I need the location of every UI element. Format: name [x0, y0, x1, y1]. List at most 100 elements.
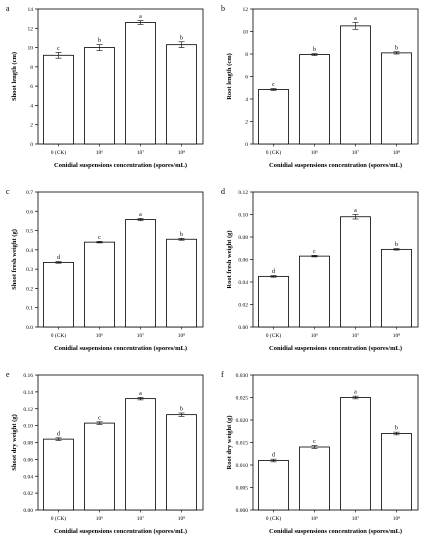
x-axis-title: Conidial suspensions concentration (spor… [54, 528, 187, 535]
bar [43, 54, 74, 145]
y-tick-label: 6 [245, 75, 248, 81]
y-tick-label: 0.010 [236, 463, 249, 469]
y-tick-label: 0.015 [236, 441, 249, 447]
y-tick-label: 0.02 [23, 491, 33, 497]
bar [125, 398, 156, 511]
y-tick-label: 0 [30, 142, 33, 148]
bar [43, 438, 74, 511]
x-tick-label: 10⁶ [96, 516, 104, 522]
bar [381, 433, 412, 511]
y-tick-label: 0.5 [26, 229, 33, 235]
significance-letter: c [272, 82, 275, 88]
significance-letter: d [272, 269, 275, 275]
y-tick-label: 0.04 [238, 280, 248, 286]
y-tick-label: 12 [28, 26, 34, 32]
y-tick-label: 0.7 [26, 190, 33, 196]
bar [299, 255, 330, 328]
y-tick-label: 0.06 [238, 258, 248, 264]
bar [258, 275, 289, 328]
significance-letter: a [139, 391, 142, 397]
y-tick-label: 0.14 [23, 390, 33, 396]
significance-letter: a [139, 14, 142, 20]
y-tick-label: 0.3 [26, 267, 33, 273]
y-tick-label: 0.10 [238, 213, 248, 219]
y-tick-label: 0.025 [236, 396, 249, 402]
y-tick-label: 0.030 [236, 373, 249, 379]
y-tick-label: 0.005 [236, 486, 249, 492]
y-tick-label: 0.12 [238, 190, 248, 196]
y-tick-label: 0.000 [236, 508, 249, 514]
y-tick-label: 0.08 [23, 441, 33, 447]
bar [43, 261, 74, 328]
significance-letter: d [57, 255, 60, 261]
significance-letter: c [313, 249, 316, 255]
y-tick-label: 8 [245, 52, 248, 58]
bar [258, 89, 289, 145]
x-tick-label: 10⁷ [352, 150, 360, 156]
bar [381, 52, 412, 145]
y-tick-label: 14 [28, 7, 34, 13]
y-axis-title: Shoot length (cm) [11, 52, 18, 101]
bar [340, 397, 371, 511]
x-tick-label: 10⁶ [311, 333, 319, 339]
y-tick-label: 0.10 [23, 424, 33, 430]
x-tick-label: 0 (CK) [51, 149, 67, 156]
bar [166, 238, 197, 328]
bar [166, 414, 197, 511]
bar [299, 446, 330, 511]
panel-letter: d [221, 187, 225, 196]
y-tick-label: 12 [243, 7, 249, 13]
y-tick-label: 6 [30, 84, 33, 90]
bar [299, 54, 330, 145]
bar [166, 44, 197, 145]
bar [125, 22, 156, 145]
x-axis-title: Conidial suspensions concentration (spor… [269, 345, 402, 352]
y-tick-label: 0.02 [238, 303, 248, 309]
x-tick-label: 10⁷ [352, 333, 360, 339]
significance-letter: c [313, 439, 316, 445]
y-tick-label: 10 [243, 30, 249, 36]
y-tick-label: 0.16 [23, 373, 33, 379]
x-tick-label: 10⁸ [393, 150, 401, 156]
significance-letter: b [395, 242, 398, 248]
significance-letter: d [57, 431, 60, 437]
y-axis-title: Root length (cm) [226, 53, 233, 100]
significance-letter: a [354, 16, 357, 22]
y-axis-title: Shoot dry weight (g) [11, 414, 18, 471]
significance-letter: b [395, 426, 398, 432]
x-tick-label: 10⁷ [137, 150, 145, 156]
plot-frame [37, 8, 204, 145]
panel-letter: a [6, 4, 10, 13]
x-tick-label: 10⁸ [178, 333, 186, 339]
significance-letter: b [180, 406, 183, 412]
x-axis-title: Conidial suspensions concentration (spor… [54, 162, 187, 169]
y-tick-label: 0 [245, 142, 248, 148]
y-tick-label: 2 [245, 120, 248, 126]
significance-letter: b [313, 47, 316, 53]
y-axis-title: Root dry weight (g) [226, 416, 233, 470]
y-tick-label: 4 [245, 97, 248, 103]
x-axis-title: Conidial suspensions concentration (spor… [269, 528, 402, 535]
x-tick-label: 10⁷ [137, 333, 145, 339]
panel-letter: c [6, 187, 10, 196]
x-tick-label: 0 (CK) [266, 515, 282, 522]
y-tick-label: 2 [30, 123, 33, 129]
y-tick-label: 0.6 [26, 209, 33, 215]
significance-letter: b [180, 232, 183, 238]
bar [340, 25, 371, 145]
bar [84, 241, 115, 328]
x-tick-label: 0 (CK) [266, 332, 282, 339]
bar [125, 219, 156, 328]
y-tick-label: 0.08 [238, 235, 248, 241]
panel-letter: f [221, 370, 224, 379]
chart-panel-e: e 0.00 0.02 0.04 0.06 0.08 0.10 0.12 0.14 0.16 d 0 … [6, 370, 204, 535]
y-tick-label: 0.020 [236, 418, 249, 424]
y-tick-label: 0.1 [26, 306, 33, 312]
significance-letter: d [272, 453, 275, 459]
x-tick-label: 10⁸ [393, 333, 401, 339]
x-axis-title: Conidial suspensions concentration (spor… [269, 162, 402, 169]
x-tick-label: 10⁸ [178, 516, 186, 522]
chart-panel-c: c 0.0 0.1 0.2 0.3 0.4 0.5 0.6 0.7 d 0 (CK) c 10⁶ a 10⁷… [6, 187, 204, 352]
x-tick-label: 0 (CK) [266, 149, 282, 156]
x-tick-label: 10⁶ [96, 333, 104, 339]
